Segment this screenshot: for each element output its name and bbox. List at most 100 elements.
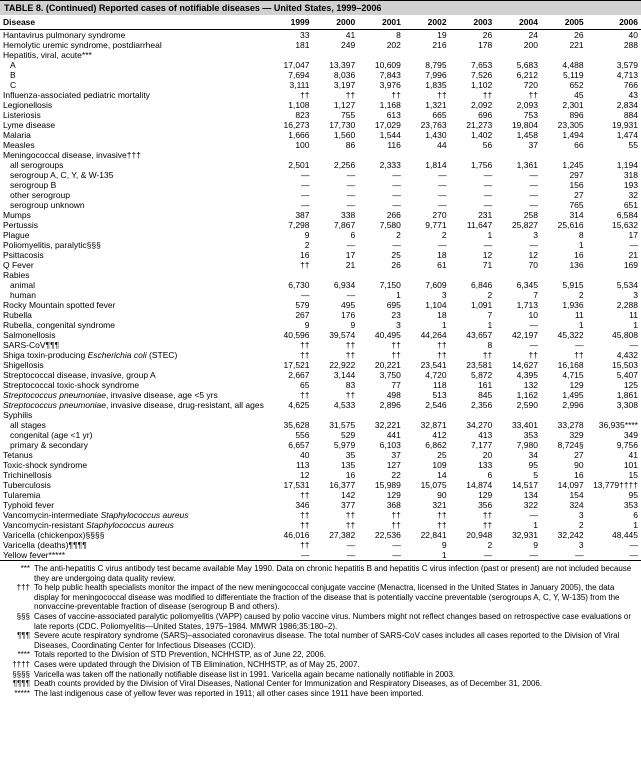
col-header: 2001 xyxy=(358,15,404,30)
data-cell: 753 xyxy=(495,110,541,120)
data-cell: 7,843 xyxy=(358,70,404,80)
data-cell: 1 xyxy=(541,320,587,330)
table-row: serogroup unknown——————765651 xyxy=(0,200,641,210)
data-cell: 156 xyxy=(541,180,587,190)
disease-name: Mumps xyxy=(0,210,267,220)
data-cell: 579 xyxy=(267,300,313,310)
data-cell: 1,361 xyxy=(495,160,541,170)
data-cell: — xyxy=(313,170,359,180)
data-cell: 193 xyxy=(587,180,641,190)
table-row: Salmonellosis40,59639,57440,49544,26443,… xyxy=(0,330,641,340)
data-cell: 21 xyxy=(587,250,641,260)
data-cell: †† xyxy=(313,90,359,100)
data-cell xyxy=(313,50,359,60)
data-cell: 8,795 xyxy=(404,60,450,70)
data-cell: 18 xyxy=(404,310,450,320)
data-cell: — xyxy=(358,240,404,250)
data-cell: 1,127 xyxy=(313,100,359,110)
data-cell: 23 xyxy=(358,310,404,320)
data-table: Disease19992000200120022003200420052006 … xyxy=(0,15,641,560)
data-cell: 17,521 xyxy=(267,360,313,370)
table-row: Streptococcus pneumoniae, invasive disea… xyxy=(0,400,641,410)
data-cell: 7 xyxy=(450,310,496,320)
data-cell: 3 xyxy=(541,510,587,520)
data-cell: 77 xyxy=(358,380,404,390)
data-cell: 4,715 xyxy=(541,370,587,380)
table-row: Yellow fever*****———1———— xyxy=(0,550,641,560)
data-cell: 32,931 xyxy=(495,530,541,540)
data-cell: 55 xyxy=(587,140,641,150)
data-cell: 15,503 xyxy=(587,360,641,370)
data-cell: 33,278 xyxy=(541,420,587,430)
footnote: †††To help public health specialists mon… xyxy=(4,583,637,612)
data-cell: 22,841 xyxy=(404,530,450,540)
data-cell: 36,935**** xyxy=(587,420,641,430)
disease-name: animal xyxy=(0,280,267,290)
data-cell: 2,356 xyxy=(450,400,496,410)
footnote-symbol: ¶¶¶ xyxy=(4,631,34,650)
footnote-text: Death counts provided by the Division of… xyxy=(34,679,637,689)
table-row: Malaria1,6661,5601,5441,4301,4021,4581,4… xyxy=(0,130,641,140)
data-cell: 33 xyxy=(267,30,313,41)
table-row: Lyme disease16,27317,73017,02923,76321,2… xyxy=(0,120,641,130)
data-cell: 39,574 xyxy=(313,330,359,340)
data-cell: 2,301 xyxy=(541,100,587,110)
disease-name: serogroup unknown xyxy=(0,200,267,210)
disease-name: Rabies xyxy=(0,270,267,280)
data-cell xyxy=(313,150,359,160)
disease-name: Streptococcus pneumoniae, invasive disea… xyxy=(0,390,267,400)
footnote: *****The last indigenous case of yellow … xyxy=(4,689,637,699)
data-cell: 21 xyxy=(313,260,359,270)
data-cell: — xyxy=(313,540,359,550)
data-cell: 22 xyxy=(358,470,404,480)
data-cell: 35 xyxy=(313,450,359,460)
footnote-text: The anti-hepatitis C virus antibody test… xyxy=(34,564,637,583)
data-cell: 32,242 xyxy=(541,530,587,540)
data-cell: 19 xyxy=(404,30,450,41)
data-cell: 2,546 xyxy=(404,400,450,410)
table-row: Listeriosis823755613665696753896884 xyxy=(0,110,641,120)
data-cell: 71 xyxy=(450,260,496,270)
data-cell: 2 xyxy=(541,290,587,300)
data-cell: 5,915 xyxy=(541,280,587,290)
table-row: Hepatitis, viral, acute*** xyxy=(0,50,641,60)
data-cell xyxy=(358,150,404,160)
data-cell: 884 xyxy=(587,110,641,120)
data-cell: 8 xyxy=(541,230,587,240)
data-cell: 15 xyxy=(587,470,641,480)
data-cell: †† xyxy=(267,540,313,550)
data-cell: 258 xyxy=(495,210,541,220)
data-cell: 696 xyxy=(450,110,496,120)
data-cell: — xyxy=(541,340,587,350)
data-cell: 200 xyxy=(495,40,541,50)
data-cell: 90 xyxy=(541,460,587,470)
data-cell: 129 xyxy=(450,490,496,500)
data-cell: 338 xyxy=(313,210,359,220)
disease-name: Streptococcal toxic-shock syndrome xyxy=(0,380,267,390)
disease-name: human xyxy=(0,290,267,300)
data-cell: 2 xyxy=(358,230,404,240)
data-cell: 4,713 xyxy=(587,70,641,80)
disease-name: congenital (age <1 yr) xyxy=(0,430,267,440)
footnote-text: Totals reported to the Division of STD P… xyxy=(34,650,637,660)
data-cell: 4,625 xyxy=(267,400,313,410)
table-row: Vancomycin-intermediate Staphylococcus a… xyxy=(0,510,641,520)
disease-name: A xyxy=(0,60,267,70)
table-row: Rubella, congenital syndrome99311—11 xyxy=(0,320,641,330)
data-cell: 1,495 xyxy=(541,390,587,400)
data-cell: 43 xyxy=(587,90,641,100)
data-cell: — xyxy=(541,550,587,560)
data-cell: 9 xyxy=(267,320,313,330)
data-cell: 40 xyxy=(587,30,641,41)
table-title: TABLE 8. (Continued) Reported cases of n… xyxy=(0,0,641,15)
data-cell: 2,590 xyxy=(495,400,541,410)
data-cell: 720 xyxy=(495,80,541,90)
data-cell: 45,808 xyxy=(587,330,641,340)
disease-name: Streptococcus pneumoniae, invasive disea… xyxy=(0,400,267,410)
disease-name: Shigellosis xyxy=(0,360,267,370)
data-cell xyxy=(541,150,587,160)
data-cell: 314 xyxy=(541,210,587,220)
data-cell: — xyxy=(404,180,450,190)
data-cell: 5,872 xyxy=(450,370,496,380)
data-cell: 169 xyxy=(587,260,641,270)
